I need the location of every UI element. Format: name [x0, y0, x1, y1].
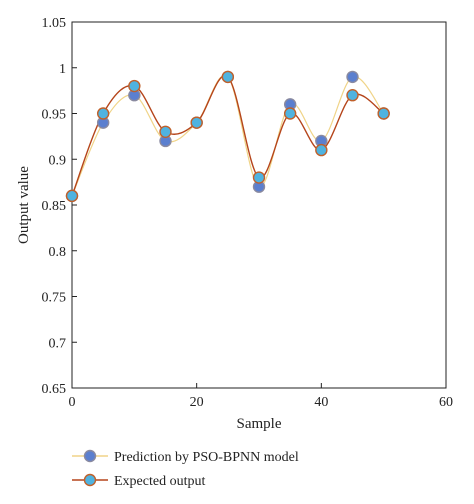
legend-marker-0 [83, 449, 97, 463]
series-1-point [252, 171, 266, 184]
series-line-0 [71, 74, 385, 197]
series-1-point [65, 189, 79, 203]
legend-label-1: Expected output [114, 474, 205, 489]
series-0-point [346, 70, 359, 84]
y-tick-label: 0.8 [49, 245, 67, 260]
series-1-point [128, 79, 141, 93]
x-axis-ticks: 0 20 40 60 [69, 383, 453, 410]
y-axis-ticks: 0.65 0.7 0.75 0.8 0.85 0.9 0.95 1 1.05 [42, 16, 77, 397]
series-1-point [283, 107, 297, 120]
y-tick-label: 1 [59, 62, 66, 77]
y-axis-title: Output value [16, 166, 32, 244]
y-tick-label: 0.9 [49, 153, 67, 168]
series-1-point [159, 125, 172, 139]
x-tick-label: 20 [190, 395, 204, 410]
y-tick-label: 0.95 [42, 108, 67, 123]
y-tick-label: 0.7 [49, 336, 67, 351]
series-1-point [221, 70, 235, 84]
legend-label-0: Prediction by PSO-BPNN model [114, 450, 299, 465]
y-tick-label: 1.05 [42, 16, 67, 31]
series-1-point [346, 88, 359, 102]
series-line-1 [71, 75, 385, 197]
y-tick-label: 0.65 [42, 382, 67, 397]
series-1-point [96, 107, 110, 120]
legend-marker-1 [83, 473, 97, 487]
series-1-point [315, 143, 328, 157]
x-tick-label: 60 [439, 395, 453, 410]
x-tick-label: 0 [69, 395, 76, 410]
series-layer [65, 70, 390, 203]
legend: Prediction by PSO-BPNN model Expected out… [72, 449, 299, 489]
x-tick-label: 40 [314, 395, 328, 410]
y-tick-label: 0.75 [42, 291, 67, 306]
x-axis-title: Sample [237, 416, 282, 432]
y-tick-label: 0.85 [42, 199, 67, 214]
series-1-point [190, 116, 203, 129]
series-1-point [377, 107, 390, 120]
plot-frame [71, 21, 447, 389]
